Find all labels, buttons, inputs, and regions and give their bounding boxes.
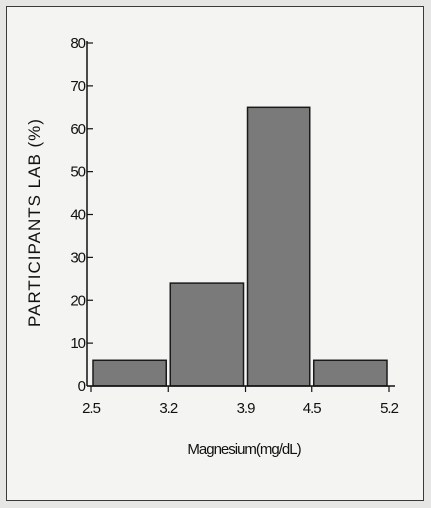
histogram-bar-3 — [246, 106, 311, 387]
x-ticks-group: 2.5 3.2 3.9 4.5 5.2 — [82, 386, 400, 417]
x-tick-label: 3.2 — [159, 400, 178, 417]
y-tick-label: 0 — [78, 378, 86, 395]
y-tick-label: 30 — [70, 249, 85, 266]
x-axis-title: Magnesium(mg/dL) — [187, 441, 301, 458]
histogram-chart: 0 10 20 30 40 50 60 70 80 2.5 3.2 3.9 4.5 5.2 PARTIC… — [25, 35, 400, 458]
y-tick-label: 70 — [70, 78, 85, 95]
x-tick-label: 3.9 — [237, 400, 256, 417]
y-tick-label: 60 — [70, 121, 85, 138]
y-tick-label: 50 — [70, 164, 85, 181]
y-tick-label: 40 — [70, 207, 85, 224]
histogram-bar-1 — [92, 359, 168, 387]
y-tick-label: 20 — [70, 292, 85, 309]
y-tick-label: 10 — [70, 335, 85, 352]
histogram-bar-4 — [312, 359, 388, 387]
x-tick-label: 2.5 — [82, 400, 101, 417]
chart-frame: 0 10 20 30 40 50 60 70 80 2.5 3.2 3.9 4.5 5.2 PARTIC… — [6, 6, 424, 501]
x-tick-label: 4.5 — [303, 400, 322, 417]
y-ticks-group: 0 10 20 30 40 50 60 70 80 — [70, 35, 93, 395]
x-tick-label: 5.2 — [380, 400, 399, 417]
histogram-bar-2 — [169, 282, 245, 387]
bars-group — [92, 106, 388, 387]
y-tick-label: 80 — [70, 35, 85, 52]
y-axis-title: PARTICIPANTS LAB (%) — [25, 118, 44, 327]
